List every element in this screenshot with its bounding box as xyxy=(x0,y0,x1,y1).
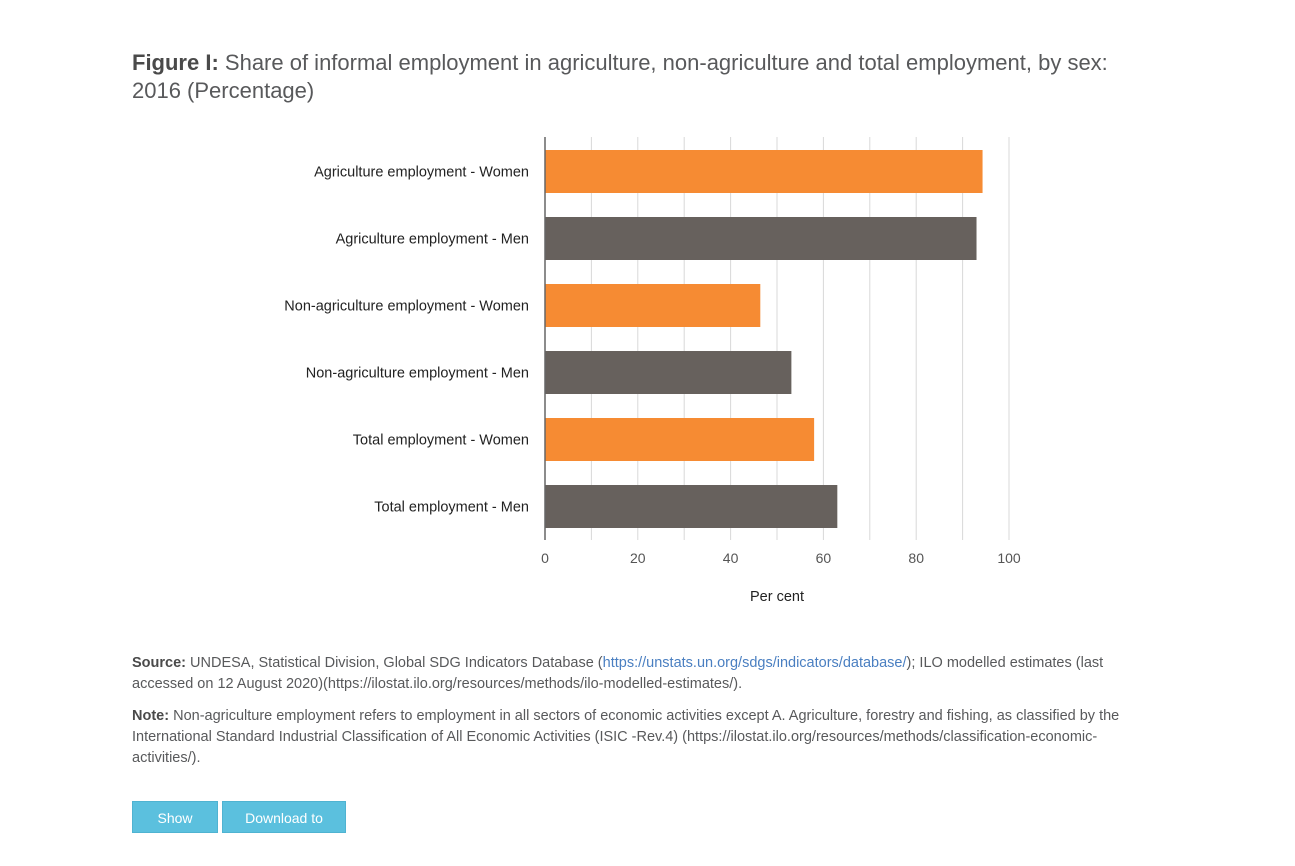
category-label: Non-agriculture employment - Women xyxy=(284,299,529,315)
bar[interactable] xyxy=(545,284,761,327)
category-label: Total employment - Men xyxy=(374,500,529,516)
x-axis-label: Per cent xyxy=(750,589,804,605)
x-tick-label: 20 xyxy=(630,550,646,566)
figure-title-text: Share of informal employment in agricult… xyxy=(132,50,1108,103)
category-label: Non-agriculture employment - Men xyxy=(306,366,529,382)
category-label: Total employment - Women xyxy=(353,433,529,449)
source-database-link[interactable]: https://unstats.un.org/sdgs/indicators/d… xyxy=(602,655,907,671)
bar[interactable] xyxy=(545,351,792,394)
source-note: Source: UNDESA, Statistical Division, Gl… xyxy=(132,653,1162,695)
category-label: Agriculture employment - Men xyxy=(336,232,529,248)
note-text: Non-agriculture employment refers to emp… xyxy=(132,708,1120,766)
download-csv-button[interactable]: Download to CSV xyxy=(222,801,346,858)
figure-title: Figure I: Share of informal employment i… xyxy=(132,49,1162,105)
show-data-button[interactable]: Show Data xyxy=(132,801,218,858)
x-tick-label: 100 xyxy=(997,550,1021,566)
source-label: Source: xyxy=(132,655,186,671)
x-tick-label: 60 xyxy=(816,550,832,566)
bar[interactable] xyxy=(545,150,983,193)
figure-number: Figure I: xyxy=(132,50,219,75)
x-tick-label: 80 xyxy=(908,550,924,566)
bar-chart: Agriculture employment - Women Agricultur… xyxy=(284,137,1021,605)
methodology-note: Note: Non-agriculture employment refers … xyxy=(132,706,1162,769)
bar[interactable] xyxy=(545,217,977,260)
x-tick-label: 40 xyxy=(723,550,739,566)
x-tick-label: 0 xyxy=(541,550,549,566)
category-label: Agriculture employment - Women xyxy=(314,165,529,181)
source-text-after: ); ILO modelled estimates (last accessed… xyxy=(132,655,1104,692)
note-label: Note: xyxy=(132,708,170,724)
bar[interactable] xyxy=(545,418,815,461)
bar[interactable] xyxy=(545,485,838,528)
source-text-before: UNDESA, Statistical Division, Global SDG… xyxy=(186,655,603,671)
